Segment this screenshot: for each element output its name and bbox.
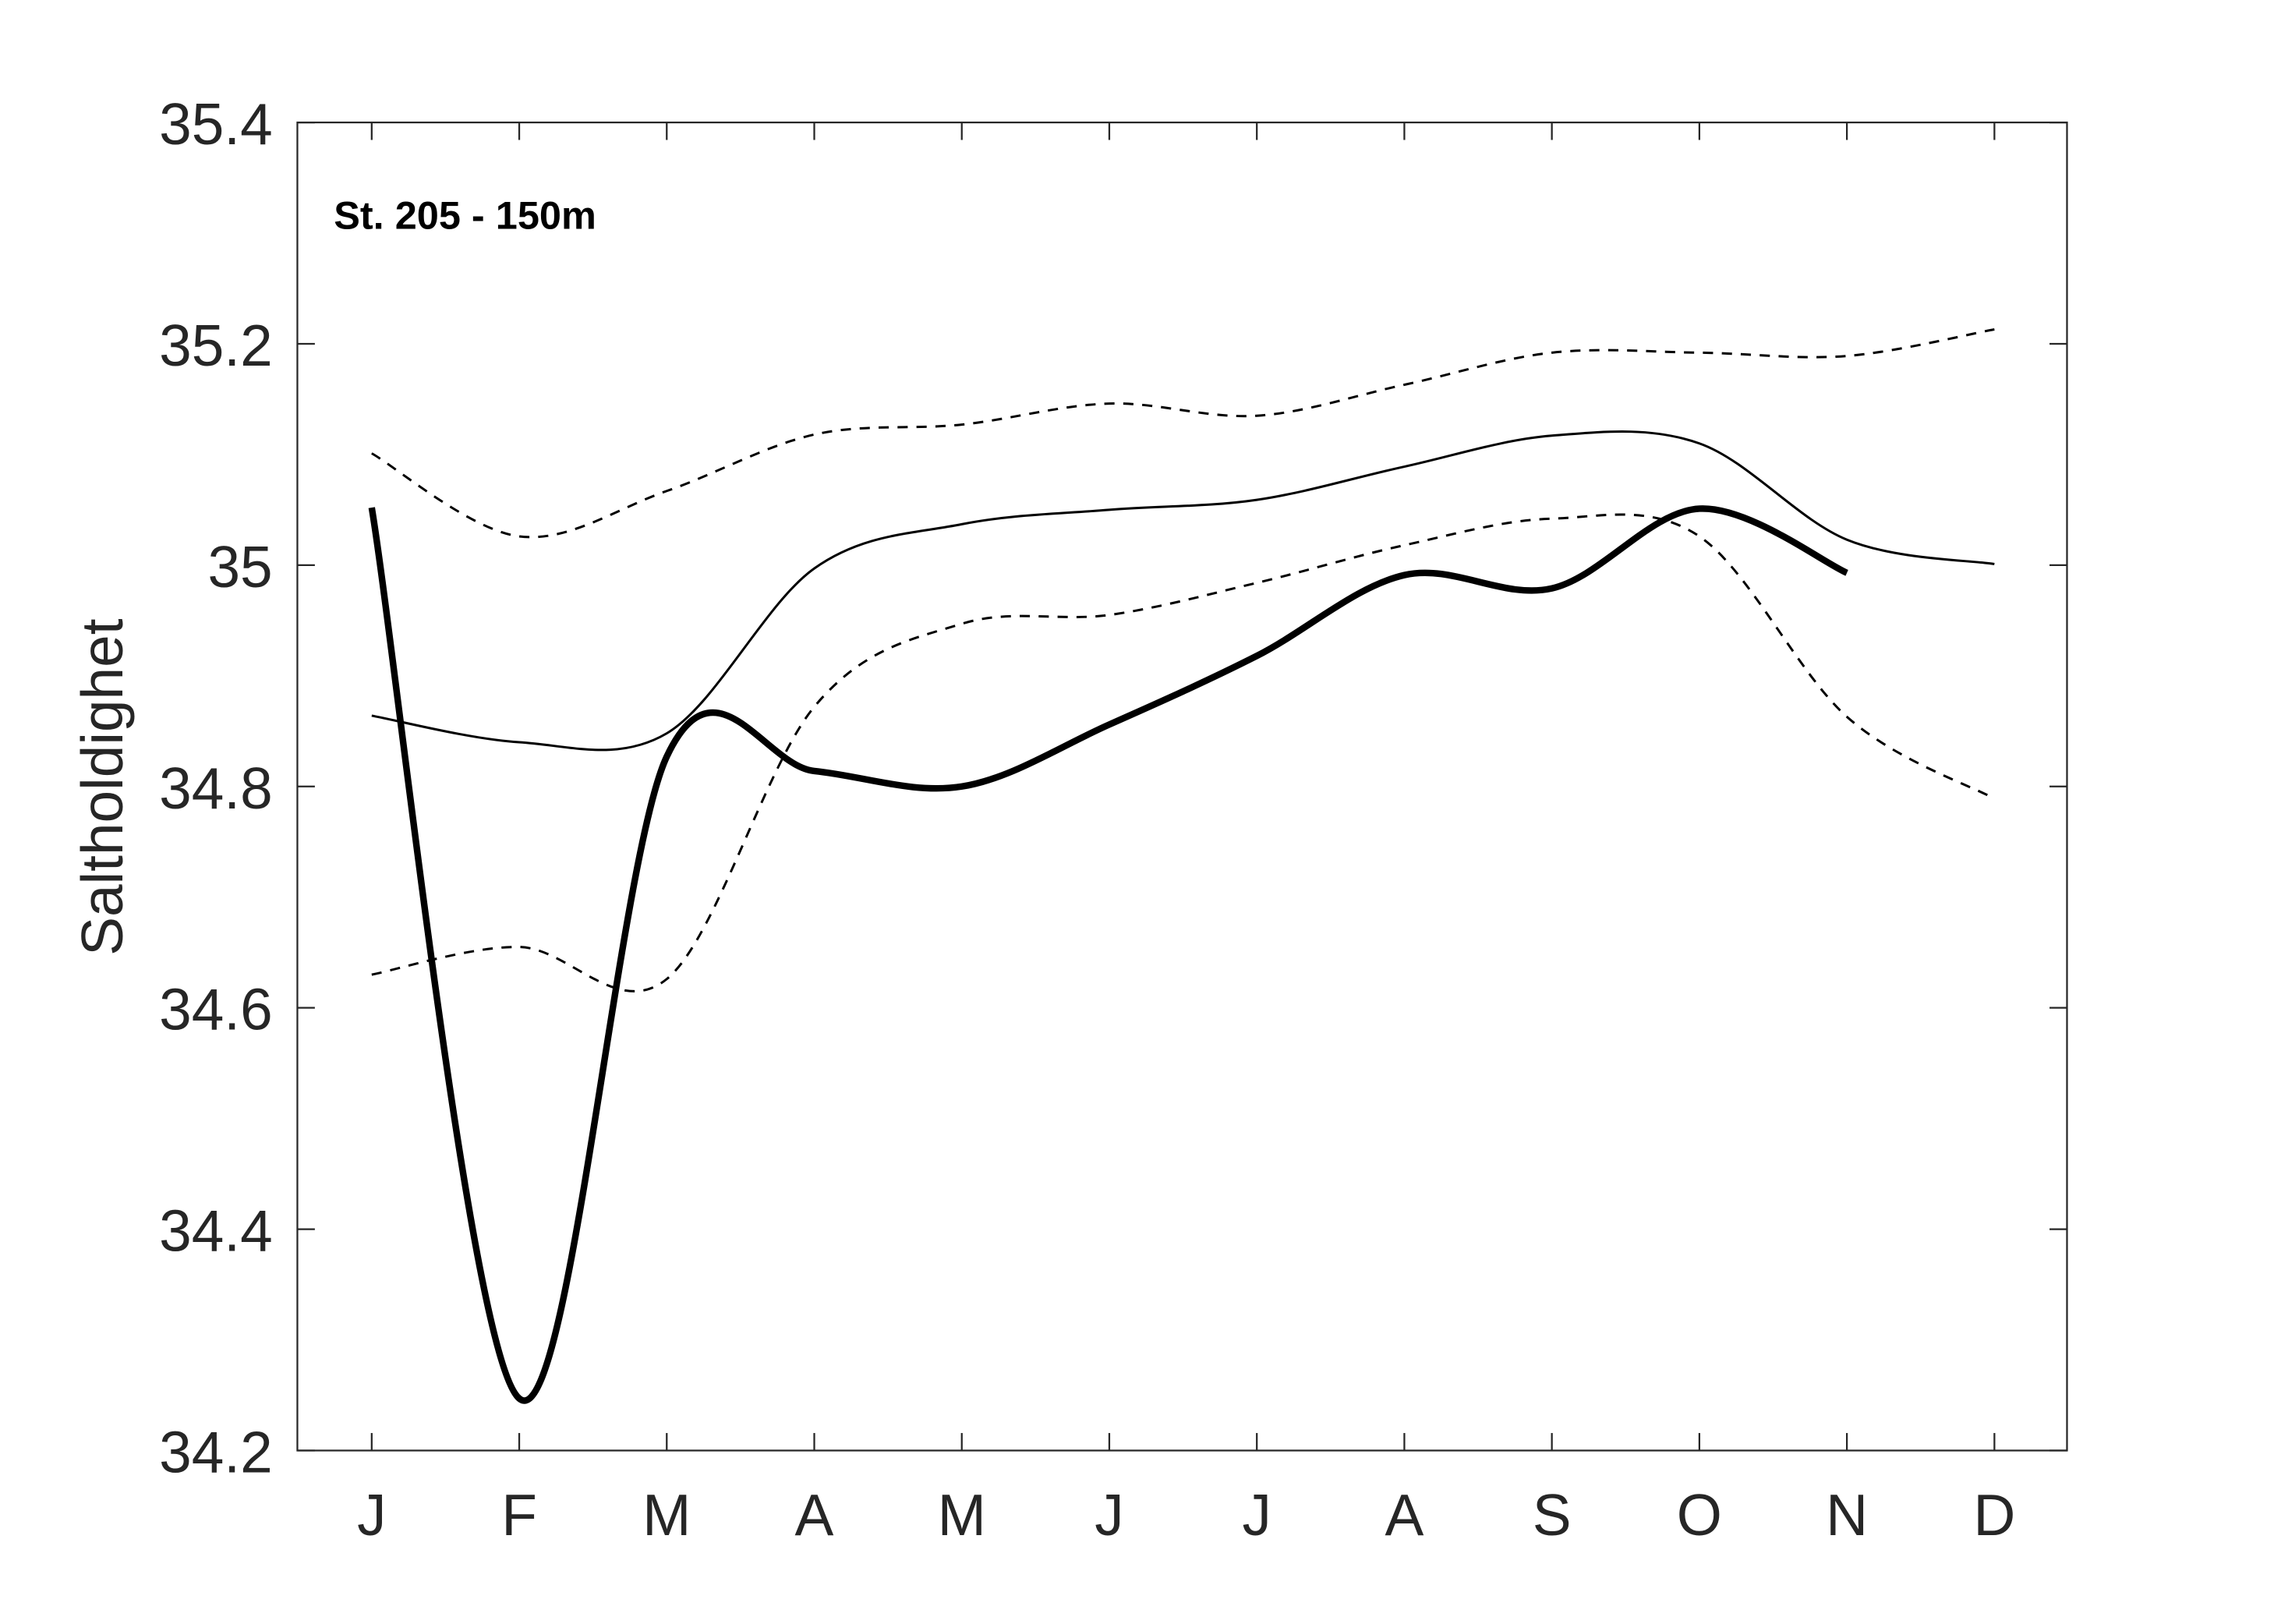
y-tick-label: 34.2 (159, 1420, 273, 1485)
x-tick-label-0: J (357, 1482, 386, 1548)
series-line-mean (371, 430, 1995, 752)
y-tick-label: 35.4 (159, 91, 273, 157)
series-line-current-year (368, 505, 1848, 1404)
series-line-mean-plus-std (371, 328, 1995, 539)
station-annotation: St. 205 - 150m (334, 193, 596, 238)
x-tick-label-8: S (1533, 1482, 1572, 1548)
y-tick-label: 34.6 (159, 977, 273, 1042)
x-tick-label-1: F (501, 1482, 537, 1548)
x-tick-label-2: M (642, 1482, 691, 1548)
x-tick-label-4: M (938, 1482, 986, 1548)
y-tick-label: 35 (207, 534, 272, 600)
y-tick-label: 34.4 (159, 1198, 273, 1264)
y-axis-label: Saltholdighet (69, 618, 135, 956)
x-tick-label-3: A (795, 1482, 834, 1548)
x-tick-label-5: J (1095, 1482, 1123, 1548)
x-tick-label-7: A (1385, 1482, 1423, 1548)
y-tick-label: 34.8 (159, 755, 273, 821)
ticks-layer: 34.2 34.4 34.6 34.8 35 35.2 35.4 J F M A M J J A S O N D (159, 91, 2067, 1548)
x-tick-label-11: D (1973, 1482, 2015, 1548)
series-line-mean-minus-std (371, 513, 1996, 992)
y-tick-label: 35.2 (159, 313, 273, 378)
x-tick-label-9: O (1677, 1482, 1722, 1548)
x-tick-label-10: N (1826, 1482, 1868, 1548)
series-layer (368, 328, 1996, 1404)
x-tick-label-6: J (1243, 1482, 1271, 1548)
